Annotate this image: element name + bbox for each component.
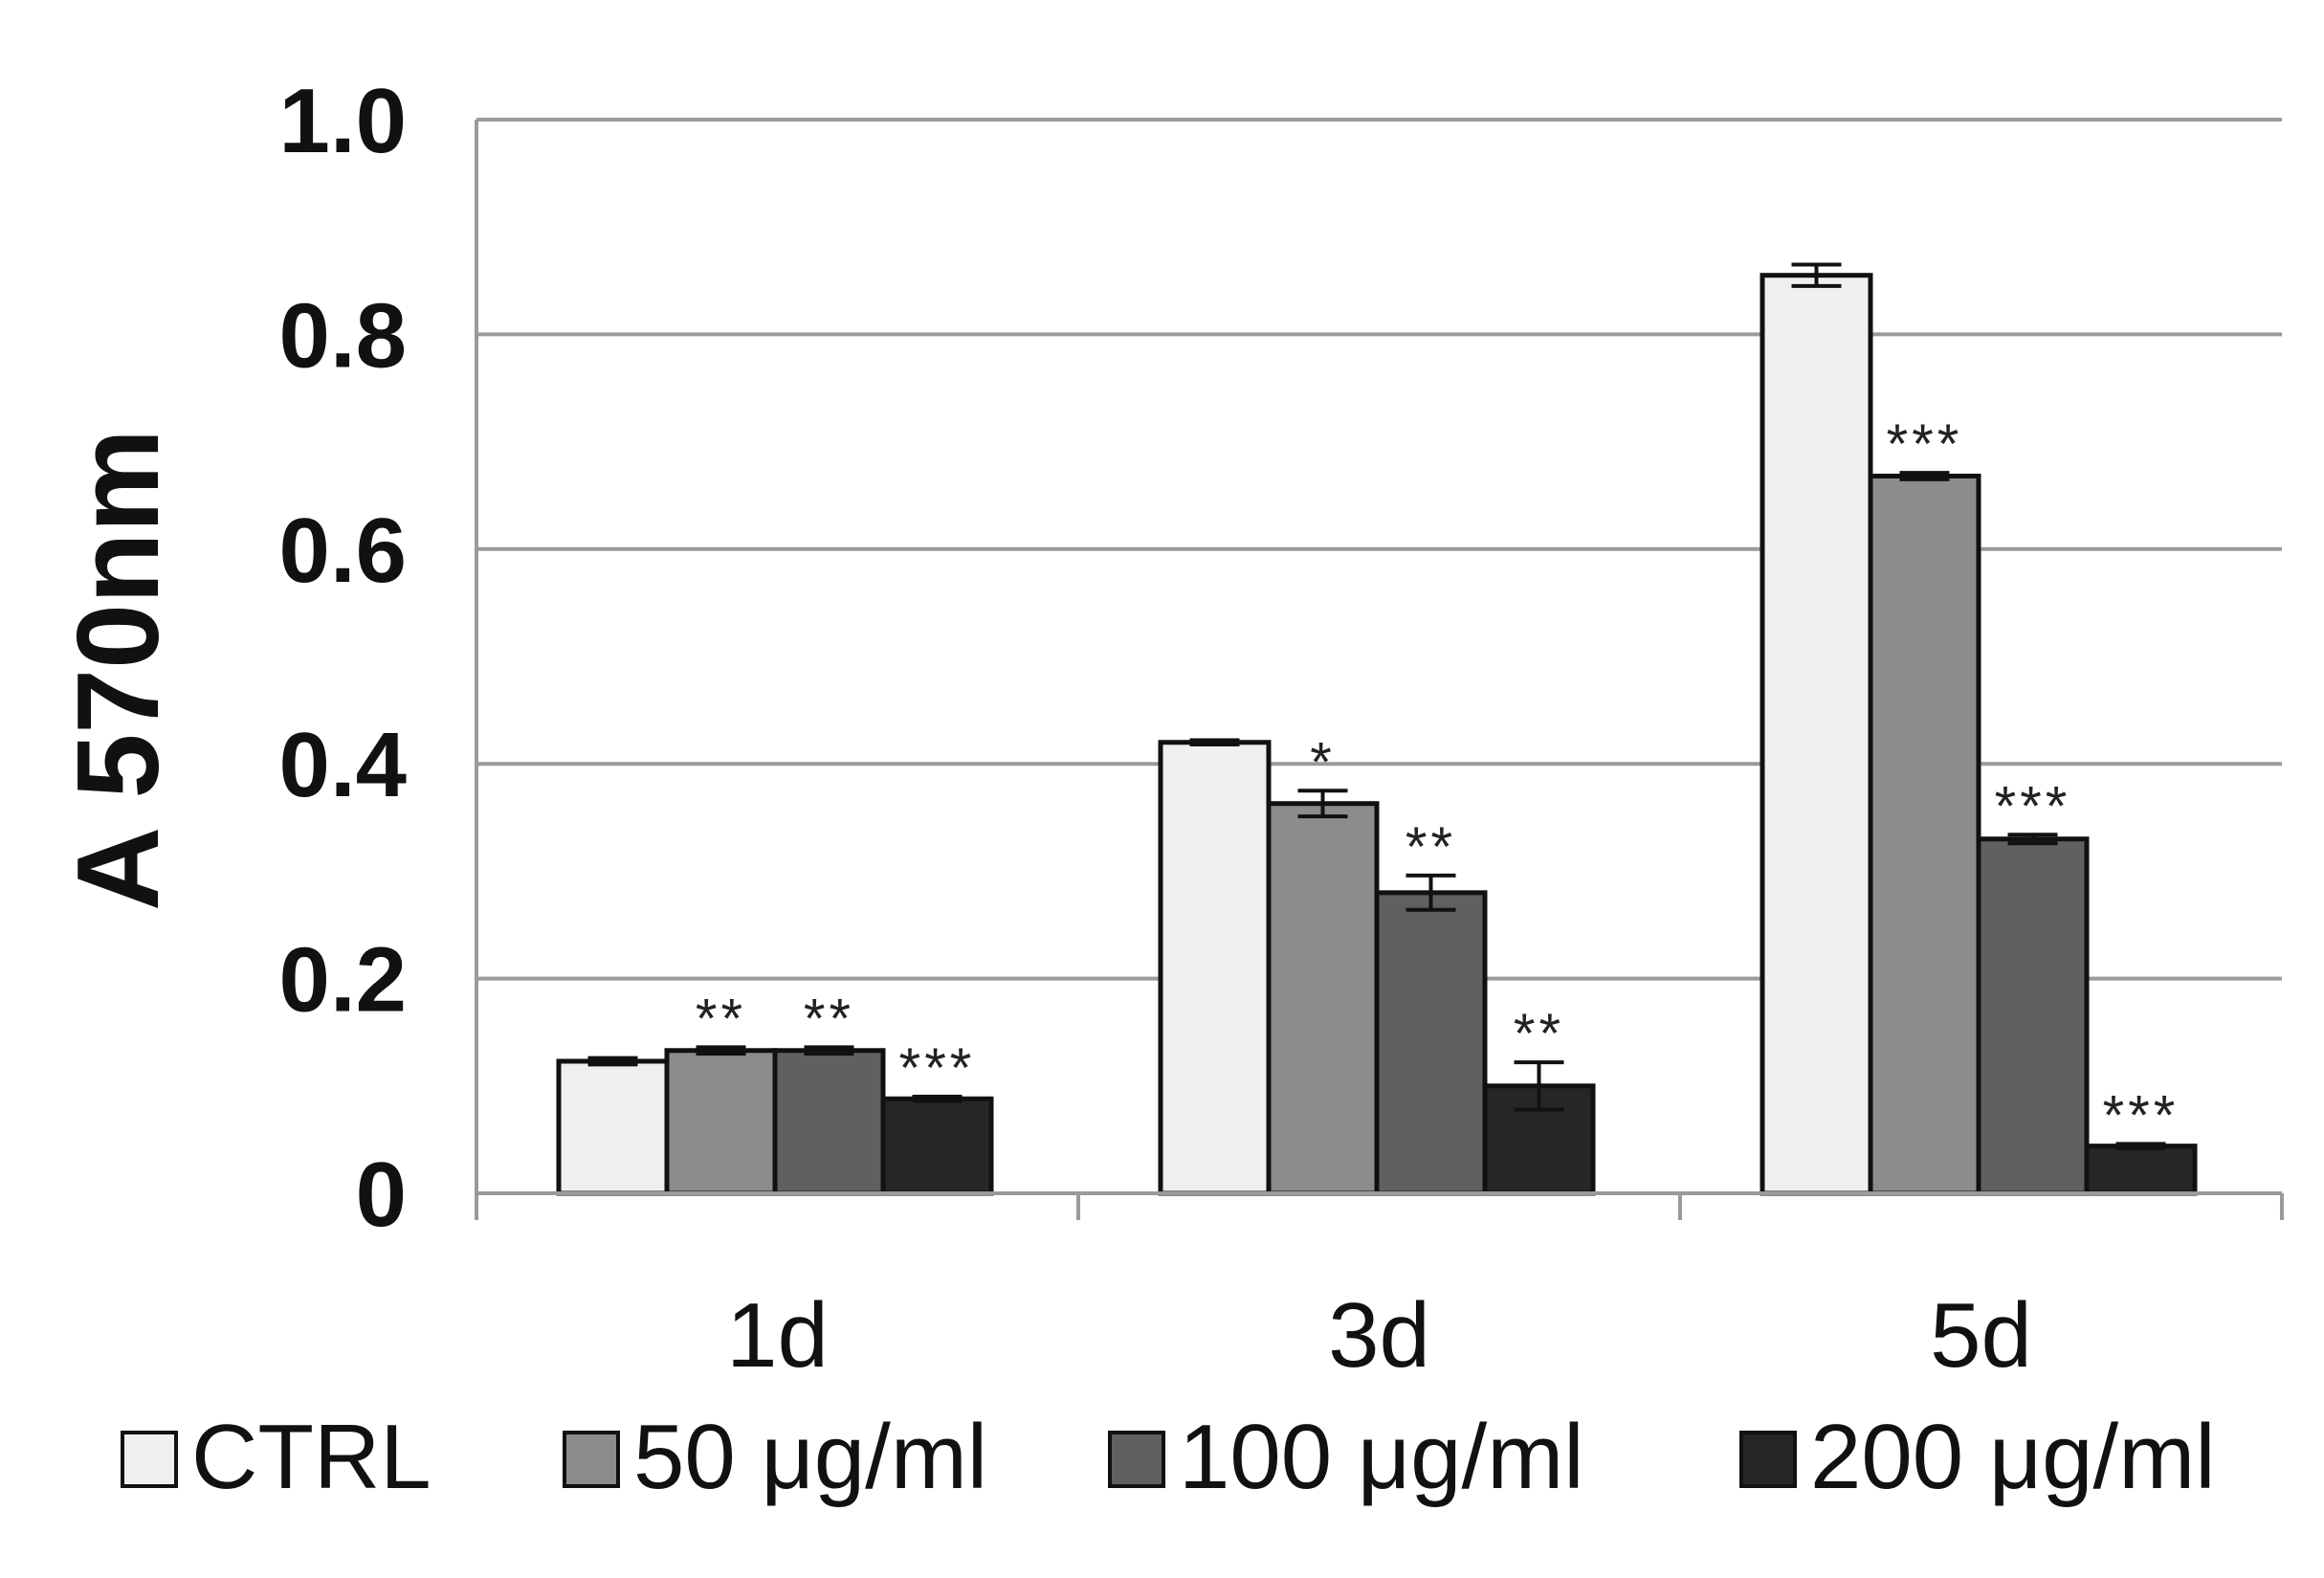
- x-tick-label: 1d: [726, 1284, 829, 1387]
- legend-swatch: [563, 1431, 620, 1488]
- legend-item: 50 μg/ml: [563, 1406, 987, 1508]
- bar: [2084, 1144, 2198, 1196]
- significance-label: **: [1405, 816, 1456, 878]
- bar: [1760, 273, 1873, 1196]
- x-tick-label: 5d: [1930, 1284, 2032, 1387]
- bar: [880, 1096, 994, 1196]
- legend-item: CTRL: [121, 1406, 432, 1508]
- axes: [475, 120, 2284, 1220]
- bar: [556, 1058, 670, 1196]
- significance-label: **: [804, 988, 854, 1050]
- legend-label: CTRL: [191, 1406, 432, 1508]
- legend-swatch: [1108, 1431, 1165, 1488]
- legend-label: 50 μg/ml: [633, 1406, 987, 1508]
- significance-label: *: [1310, 731, 1336, 793]
- significance-label: **: [1514, 1003, 1564, 1065]
- bar: [772, 1048, 886, 1196]
- legend-item: 200 μg/ml: [1739, 1406, 2216, 1508]
- bar: [1158, 740, 1272, 1196]
- legend-label: 100 μg/ml: [1179, 1406, 1584, 1508]
- y-tick-label: 0: [356, 1144, 407, 1246]
- y-tick-label: 0.4: [279, 714, 407, 816]
- y-tick-label: 0.8: [279, 284, 407, 387]
- bar: [1266, 801, 1380, 1196]
- y-axis-label: A 570nm: [53, 429, 183, 911]
- bar: [1976, 836, 2090, 1196]
- y-tick-label: 0.2: [279, 929, 407, 1032]
- bar: [1868, 474, 1981, 1196]
- legend-swatch: [1739, 1431, 1797, 1488]
- significance-label: ***: [1887, 413, 1963, 476]
- y-tick-label: 0.6: [279, 500, 407, 602]
- y-tick-label: 1.0: [279, 70, 407, 172]
- x-axis-ticks: 1d 3d 5d: [726, 1284, 2032, 1387]
- legend-item: 100 μg/ml: [1108, 1406, 1584, 1508]
- legend-swatch: [121, 1431, 178, 1488]
- significance-label: ***: [2103, 1084, 2180, 1146]
- bar: [664, 1048, 778, 1196]
- bar: [1374, 890, 1488, 1196]
- significance-label: **: [696, 988, 746, 1050]
- x-tick-label: 3d: [1328, 1284, 1430, 1387]
- significance-label: ***: [899, 1037, 976, 1100]
- y-axis-ticks: 0 0.2 0.4 0.6 0.8 1.0: [279, 70, 407, 1246]
- bars: ** *******************: [556, 262, 2198, 1196]
- legend-label: 200 μg/ml: [1810, 1406, 2216, 1508]
- significance-label: ***: [1995, 775, 2071, 837]
- legend: CTRL 50 μg/ml 100 μg/ml 200 μg/ml: [121, 1406, 2216, 1508]
